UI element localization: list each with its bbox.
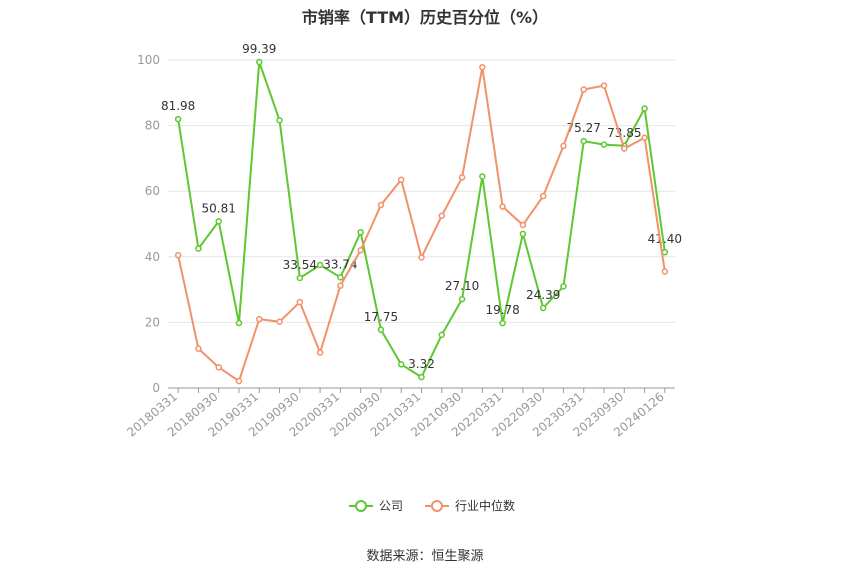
data-point [438,331,446,339]
data-label: 27.10 [445,279,479,293]
data-point [621,145,628,152]
data-point [174,115,182,123]
data-point [296,274,304,282]
data-point [397,176,405,183]
data-point [519,221,527,229]
data-point [580,137,587,145]
legend: 公司 行业中位数 [349,498,515,513]
data-point [377,201,385,209]
data-point [337,274,344,281]
data-point [174,251,182,259]
data-point [600,82,608,89]
y-tick-label: 20 [145,315,160,329]
data-point [458,295,466,303]
data-point [316,349,324,356]
data-point [337,282,344,289]
data-point [316,261,324,269]
data-point [215,218,222,225]
legend-marker [431,500,443,512]
legend-label: 公司 [379,499,403,513]
data-label: 19.78 [485,303,519,317]
data-label: 17.75 [364,310,398,324]
data-point [539,192,547,200]
data-point [479,63,486,71]
y-tick-label: 100 [137,53,160,67]
chart-title: 市销率（TTM）历史百分位（%） [301,8,549,27]
data-point [357,246,364,254]
data-label: 33.74 [323,257,357,271]
data-point [560,142,567,150]
data-label: 50.81 [202,201,236,215]
data-point [458,174,466,181]
data-point [641,105,648,112]
y-tick-label: 80 [145,119,160,133]
y-tick-label: 40 [145,250,160,264]
data-point [256,58,263,66]
series-line-1 [177,66,666,383]
data-point [276,318,283,325]
data-label: 75.27 [567,121,601,135]
series-line-0 [177,61,666,379]
data-point [235,319,243,327]
data-point [600,141,608,148]
data-point [499,319,506,327]
data-point [397,361,405,368]
legend-label: 行业中位数 [455,498,515,513]
data-source: 数据来源：恒生聚源 [366,549,484,564]
data-label: 33.54 [283,258,317,272]
data-point [661,268,669,275]
data-point [215,364,222,371]
data-point [499,203,506,210]
legend-marker [355,500,367,512]
data-point [438,212,446,220]
data-label: 3.32 [408,357,435,371]
data-point [235,377,243,385]
data-point [519,230,527,238]
data-point [195,245,202,252]
data-point [256,315,263,323]
data-label: 24.39 [526,288,560,302]
data-label: 41.40 [648,232,682,246]
data-point [539,304,547,312]
data-point [276,117,283,124]
data-point [418,254,425,261]
data-point [377,326,385,334]
data-point [641,134,648,141]
data-point [560,283,567,290]
data-point [195,345,202,352]
data-label: 73.85 [607,126,641,140]
data-point [479,173,486,180]
y-tick-label: 0 [152,381,160,395]
data-point [580,86,587,93]
data-point [418,373,425,381]
data-label: 99.39 [242,42,276,56]
data-point [357,228,364,236]
y-tick-label: 60 [145,184,160,198]
data-label: 81.98 [161,99,195,113]
data-point [296,298,304,306]
